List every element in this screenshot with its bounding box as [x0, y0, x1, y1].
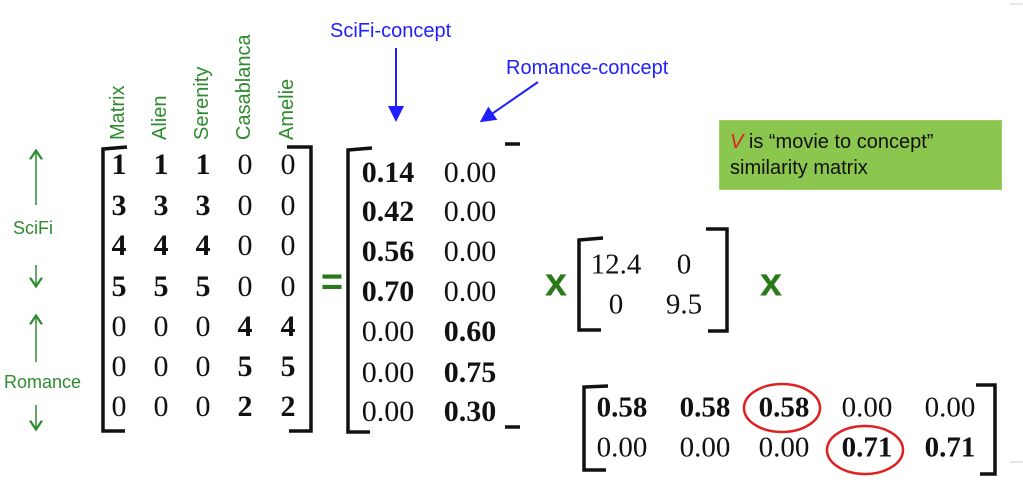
matrix_A-cell: 0 [111, 310, 127, 343]
matrix_A-cell: 3 [195, 189, 211, 222]
matrix_A-cell: 0 [153, 310, 169, 343]
matrix_A-cell: 5 [237, 350, 253, 383]
matrix_U-cell: 0.00 [361, 395, 415, 428]
note-line1: is “movie to concept” [743, 131, 934, 153]
matrix_A-cell: 3 [153, 189, 169, 222]
matrix_A-cell: 0 [153, 350, 169, 383]
matrix_A-cell: 1 [111, 148, 127, 181]
matrix_A-cell: 0 [237, 189, 253, 222]
matrix_U-cell: 0.60 [443, 315, 497, 348]
matrix_A-cell: 0 [280, 229, 296, 262]
matrix_Sigma-cell: 12.4 [590, 248, 642, 281]
matrix_A-cell: 5 [195, 270, 211, 303]
equals-sign: = [320, 261, 344, 304]
matrix_A-cell: 0 [153, 390, 169, 423]
times-sign-1: x [544, 260, 568, 305]
matrix_U-cell: 0.14 [361, 156, 415, 189]
matrix_A-cell: 4 [153, 229, 169, 262]
matrix_Sigma-cell: 0 [676, 248, 692, 281]
matrix_VT-cell: 0.58 [758, 391, 810, 424]
matrix_A-cell: 3 [111, 189, 127, 222]
matrix_A-cell: 4 [195, 229, 211, 262]
note-variable: V [730, 131, 744, 153]
genre-label-scifi: SciFi [13, 218, 53, 238]
romance-concept-label: Romance-concept [506, 57, 669, 79]
matrix_U-cell: 0.00 [361, 315, 415, 348]
matrix-a-left-bracket [101, 145, 128, 433]
scifi-concept-label: SciFi-concept [330, 20, 452, 42]
matrix-sigma-left-bracket [577, 236, 604, 332]
matrix_A-cell: 5 [280, 350, 296, 383]
matrix_VT-cell: 0.58 [679, 391, 731, 424]
matrix-vt-left-bracket [582, 384, 609, 472]
matrix_A-cell: 0 [237, 148, 253, 181]
matrix_U-cell: 0.56 [361, 235, 415, 268]
matrix_A-cell: 4 [280, 310, 296, 343]
matrix_A-cell: 0 [111, 350, 127, 383]
matrix_Sigma-cell: 0 [608, 288, 624, 321]
matrix_A-cell: 0 [280, 189, 296, 222]
matrix_VT-cell: 0.00 [841, 391, 893, 424]
matrix_A-cell: 4 [111, 229, 127, 262]
matrix_A-cell: 0 [237, 270, 253, 303]
highlight-circle [742, 382, 822, 434]
matrix_A-cell: 5 [111, 270, 127, 303]
matrix_VT-cell: 0.71 [841, 431, 893, 464]
matrix_A-cell: 0 [195, 310, 211, 343]
matrix_A-cell: 0 [237, 229, 253, 262]
matrix_A-cell: 2 [237, 390, 253, 423]
matrix_A-cell: 0 [111, 390, 127, 423]
v-matrix-note: V is “movie to concept” similarity matri… [719, 120, 1002, 190]
highlight-circle [825, 424, 905, 476]
matrix_U-cell: 0.00 [443, 275, 497, 308]
matrix_VT-cell: 0.00 [679, 431, 731, 464]
matrix_U-cell: 0.70 [361, 275, 415, 308]
matrix_U-cell: 0.42 [361, 195, 415, 228]
matrix_A-cell: 0 [280, 270, 296, 303]
genre-label-romance: Romance [4, 372, 82, 392]
matrix_U-cell: 0.00 [443, 156, 497, 189]
note-line2: similarity matrix [730, 157, 868, 179]
matrix_U-cell: 0.30 [443, 395, 497, 428]
matrix_VT-cell: 0.00 [924, 391, 976, 424]
romance-concept-arrow [479, 81, 539, 123]
matrix_A-cell: 2 [280, 390, 296, 423]
matrix_A-cell: 1 [195, 148, 211, 181]
matrix_U-cell: 0.00 [443, 195, 497, 228]
matrix_VT-cell: 0.71 [924, 431, 976, 464]
matrix_U-cell: 0.00 [361, 356, 415, 389]
times-sign-2: x [759, 260, 783, 305]
matrix_VT-cell: 0.00 [758, 431, 810, 464]
matrix_A-cell: 0 [195, 390, 211, 423]
matrix-sigma-right-bracket [706, 227, 729, 333]
matrix_U-cell: 0.00 [443, 235, 497, 268]
matrix-u-right-bracket [505, 142, 520, 429]
matrix_VT-cell: 0.58 [596, 391, 648, 424]
matrix_U-cell: 0.75 [443, 356, 497, 389]
matrix-u-left-bracket [346, 146, 373, 434]
matrix_VT-cell: 0.00 [596, 431, 648, 464]
matrix_Sigma-cell: 9.5 [665, 288, 703, 321]
matrix_A-cell: 0 [195, 350, 211, 383]
matrix_A-cell: 0 [280, 148, 296, 181]
matrix_A-cell: 4 [237, 310, 253, 343]
matrix_A-cell: 1 [153, 148, 169, 181]
matrix-a-right-bracket [287, 145, 313, 433]
matrix_A-cell: 5 [153, 270, 169, 303]
matrix-vt-right-bracket [976, 383, 997, 476]
